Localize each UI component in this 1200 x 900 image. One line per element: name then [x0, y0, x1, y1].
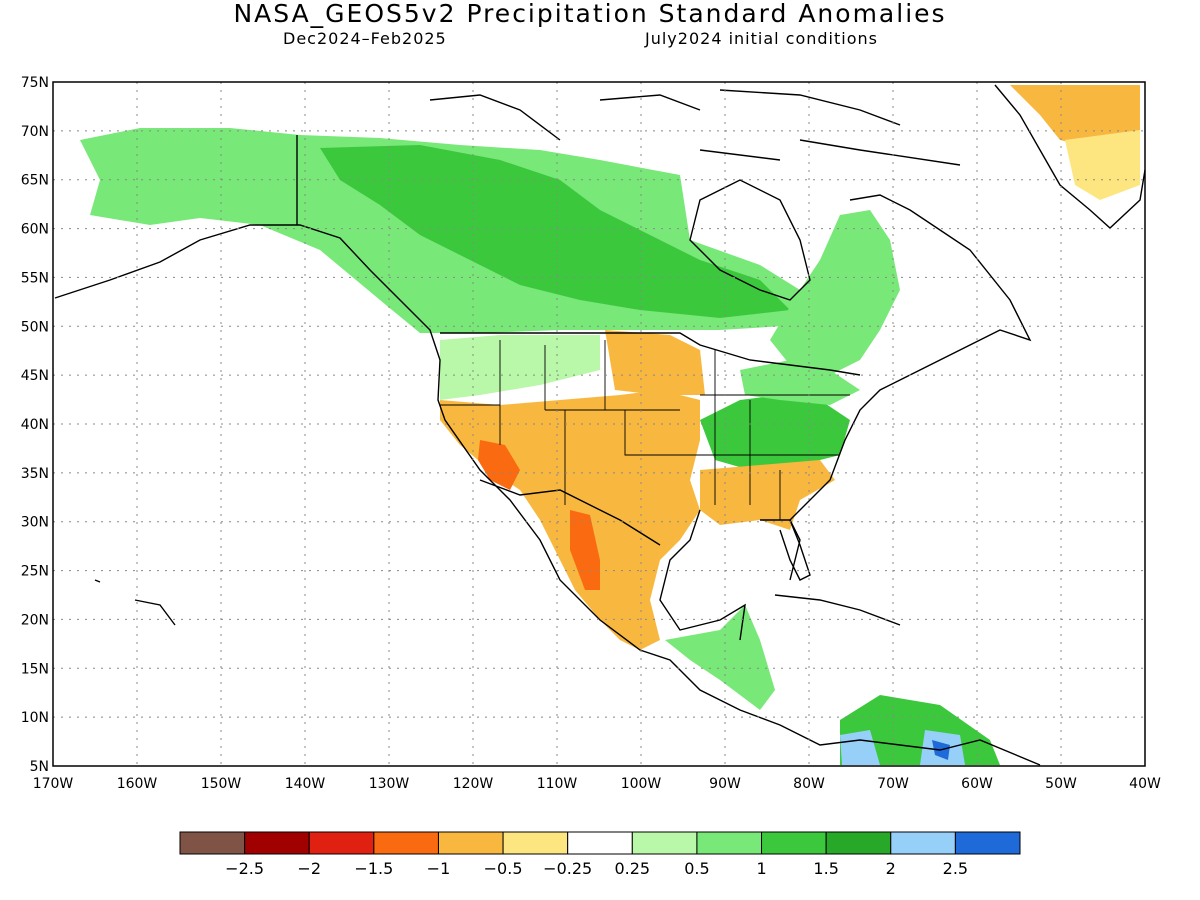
lon-label: 140W	[285, 776, 326, 792]
colorbar-label: −2	[297, 859, 321, 878]
colorbar-label: 2.5	[943, 859, 968, 878]
colorbar-swatch	[244, 831, 310, 855]
colorbar-swatch	[825, 831, 892, 855]
colorbar-swatch	[696, 831, 763, 855]
colorbar-label: −0.5	[484, 859, 523, 878]
north-america-coast	[54, 224, 1041, 766]
anomaly-wet-greatlakes	[740, 360, 860, 405]
colorbar-swatch	[179, 831, 246, 855]
lat-label: 5N	[30, 759, 49, 775]
colorbar-swatch	[631, 831, 698, 855]
greenland-coast	[994, 84, 1146, 229]
colorbar-swatch	[502, 831, 569, 855]
anomaly-verydry-arizona	[478, 440, 520, 490]
map-frame	[52, 81, 1146, 767]
anomaly-slightdry-greenland	[1065, 130, 1140, 200]
lat-label: 25N	[21, 564, 49, 580]
colorbar-label: 0.5	[684, 859, 709, 878]
anomaly-wet-north-plains	[440, 335, 600, 400]
florida	[760, 519, 811, 581]
us-canada-border	[440, 332, 861, 376]
lat-label: 15N	[21, 661, 49, 677]
lat-label: 10N	[21, 710, 49, 726]
cuba	[774, 594, 901, 626]
colorbar-swatch	[954, 831, 1021, 855]
lon-label: 110W	[537, 776, 578, 792]
anomaly-wet-quebec	[770, 210, 900, 380]
arctic-islands	[429, 89, 961, 166]
lat-label: 40N	[21, 417, 49, 433]
gulf-coast	[659, 509, 746, 641]
anomaly-dry-southeast	[700, 460, 835, 530]
longitude-labels: 170W 160W 150W 140W 130W 120W 110W 100W 90W 80W 70…	[33, 776, 1161, 792]
lon-label: 100W	[621, 776, 662, 792]
coastlines	[54, 84, 1146, 766]
lat-label: 65N	[21, 173, 49, 189]
anomaly-wet-centralamerica	[665, 605, 775, 710]
lon-label: 90W	[709, 776, 741, 792]
lon-label: 160W	[117, 776, 158, 792]
colorbar-swatch	[308, 831, 375, 855]
lat-label: 30N	[21, 515, 49, 531]
lat-label: 75N	[21, 75, 49, 91]
season-label: Dec2024–Feb2025	[283, 29, 447, 48]
lon-label: 130W	[369, 776, 410, 792]
lon-label: 150W	[201, 776, 242, 792]
anomaly-wet-canada-strong	[320, 145, 790, 318]
anomaly-verydry-mexico	[570, 510, 600, 590]
map-grid	[53, 82, 1145, 766]
lat-label: 45N	[21, 368, 49, 384]
lon-label: 40W	[1129, 776, 1161, 792]
lon-label: 80W	[793, 776, 825, 792]
state-borders	[440, 340, 850, 520]
anomaly-verywet-southamerica	[840, 730, 965, 765]
lat-label: 50N	[21, 319, 49, 335]
initial-conditions-label: July2024 initial conditions	[645, 29, 878, 48]
colorbar-swatch	[761, 831, 827, 855]
east-coast	[789, 194, 1032, 581]
lon-label: 60W	[961, 776, 993, 792]
lon-label: 120W	[453, 776, 494, 792]
colorbar-label: 2	[886, 859, 896, 878]
colorbar-label: −1.5	[354, 859, 393, 878]
anomaly-dry-plains	[605, 330, 705, 395]
us-mexico-border	[479, 479, 661, 546]
lat-label: 55N	[21, 270, 49, 286]
lat-label: 60N	[21, 222, 49, 238]
colorbar-label: −2.5	[225, 859, 264, 878]
lat-label: 70N	[21, 124, 49, 140]
colorbar-label: 1	[756, 859, 766, 878]
anomaly-fields	[80, 85, 1140, 765]
anomaly-dry-greenland	[1010, 85, 1140, 150]
lat-label: 20N	[21, 612, 49, 628]
map-title: NASA_GEOS5v2 Precipitation Standard Anom…	[233, 0, 947, 28]
colorbar-swatch	[437, 831, 504, 855]
colorbar-swatch	[567, 831, 633, 855]
anomaly-wet-ohio-valley	[700, 395, 850, 470]
colorbar-swatch	[890, 831, 956, 855]
colorbar-label: 1.5	[813, 859, 838, 878]
hawaii	[94, 579, 176, 626]
lon-label: 50W	[1045, 776, 1077, 792]
colorbar-swatch	[373, 831, 439, 855]
lat-label: 35N	[21, 466, 49, 482]
lon-label: 70W	[877, 776, 909, 792]
state-border-lines	[440, 340, 850, 520]
colorbar: −2.5 −2 −1.5 −1 −0.5 −0.25 0.25 0.5 1 1.5 2 2.5	[179, 831, 1021, 878]
lon-label: 170W	[33, 776, 74, 792]
colorbar-label: −0.25	[543, 859, 592, 878]
latitude-labels: 75N 70N 65N 60N 55N 50N 45N 40N 35N 30N 25N 20N 15N 1…	[21, 75, 49, 775]
hudson-bay	[689, 179, 811, 301]
colorbar-label: −1	[427, 859, 451, 878]
colorbar-label: 0.25	[614, 859, 650, 878]
